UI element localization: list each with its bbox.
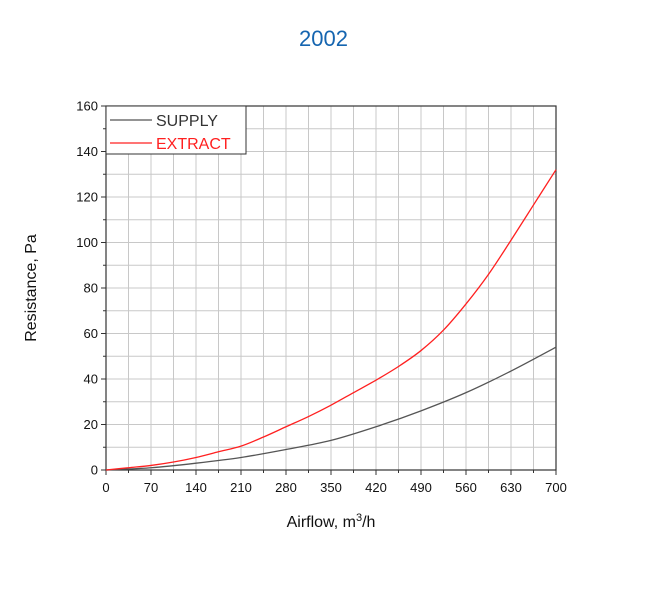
x-tick-label: 560 xyxy=(455,480,477,495)
axis-ticks: 0 70 140 210 280 350 420 490 560 630 700 0 20 40 60 80 1… xyxy=(76,99,567,496)
series-lines xyxy=(105,169,557,471)
y-tick-label: 20 xyxy=(84,417,98,432)
y-axis-label: Resistance, Pa xyxy=(23,234,40,342)
x-tick-label: 350 xyxy=(320,480,342,495)
y-tick-label: 40 xyxy=(84,372,98,387)
legend-label: EXTRACT xyxy=(156,136,231,153)
x-tick-label: 420 xyxy=(365,480,387,495)
x-axis-label-sup: 3 xyxy=(356,512,362,524)
x-axis-label-main: Airflow, m xyxy=(287,514,356,531)
y-tick-label: 140 xyxy=(76,144,98,159)
x-tick-label: 70 xyxy=(144,480,158,495)
y-tick-label: 100 xyxy=(76,235,98,250)
x-tick-label: 210 xyxy=(230,480,252,495)
x-tick-label: 140 xyxy=(185,480,207,495)
x-axis-label: Airflow, m3/h xyxy=(287,512,376,531)
x-tick-label: 0 xyxy=(102,480,109,495)
y-tick-label: 120 xyxy=(76,190,98,205)
x-axis-label-tail: /h xyxy=(362,514,375,531)
y-tick-label: 60 xyxy=(84,326,98,341)
series-line-extract xyxy=(105,169,557,471)
grid xyxy=(105,105,557,471)
legend: SUPPLY EXTRACT xyxy=(105,105,247,155)
y-tick-label: 0 xyxy=(91,463,98,478)
x-tick-label: 700 xyxy=(545,480,567,495)
legend-label: SUPPLY xyxy=(156,113,218,130)
series-line-supply xyxy=(105,346,557,471)
y-tick-label: 160 xyxy=(76,99,98,114)
x-tick-label: 280 xyxy=(275,480,297,495)
y-tick-label: 80 xyxy=(84,281,98,296)
chart-title: 2002 xyxy=(299,26,348,51)
legend-box xyxy=(105,105,247,155)
x-tick-label: 630 xyxy=(500,480,522,495)
x-tick-label: 490 xyxy=(410,480,432,495)
